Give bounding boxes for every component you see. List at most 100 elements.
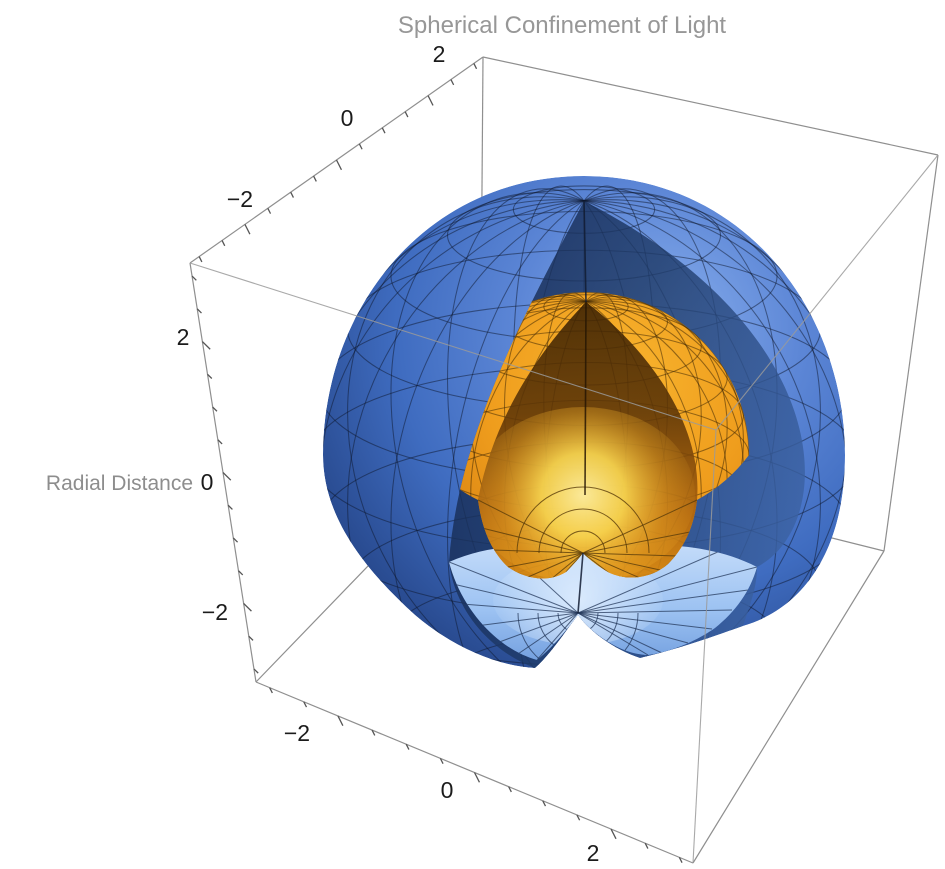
tick-mark xyxy=(227,504,233,510)
tick-mark xyxy=(196,308,202,314)
fan-line xyxy=(577,612,689,644)
fan-line xyxy=(577,612,649,656)
tick-mark xyxy=(644,842,649,849)
fan-line xyxy=(452,583,579,614)
tick-mark xyxy=(267,207,272,214)
fan-line xyxy=(481,527,584,554)
cut-axis-line xyxy=(577,552,584,614)
tick-mark xyxy=(439,758,444,764)
tick-mark xyxy=(313,175,317,182)
inner-bottom-mesh xyxy=(449,545,757,660)
tick-mark xyxy=(371,729,376,736)
tick-mark xyxy=(542,800,547,807)
tick-mark xyxy=(198,256,203,263)
fan-line xyxy=(565,552,584,573)
top-axis-tick-label: −2 xyxy=(227,186,253,212)
tick-mark xyxy=(610,828,617,840)
fan-line xyxy=(577,566,757,614)
tick-mark xyxy=(405,743,410,750)
left-axis-tick-label: 2 xyxy=(177,324,190,350)
fan-line xyxy=(582,531,691,554)
tick-mark xyxy=(244,224,251,235)
tick-mark xyxy=(248,635,254,641)
tick-mark xyxy=(217,439,223,445)
fan-line xyxy=(577,589,749,614)
mesh-latitude xyxy=(513,683,654,730)
tick-mark xyxy=(337,715,344,727)
tick-mark xyxy=(269,687,273,694)
tick-mark xyxy=(335,159,343,171)
fan-line xyxy=(582,552,641,579)
tick-mark xyxy=(243,602,252,612)
cut-axis-line xyxy=(583,200,587,303)
box-edge xyxy=(715,154,939,431)
fan-arc xyxy=(538,508,628,554)
tick-mark xyxy=(221,240,226,247)
mesh-meridian xyxy=(347,196,821,668)
fan-line xyxy=(449,561,579,614)
fan-line xyxy=(536,612,579,660)
tick-mark xyxy=(678,857,683,863)
top-axis-tick-label: 2 xyxy=(433,41,446,67)
bottom-axis-tick-label: 0 xyxy=(441,777,454,803)
axis-tick-labels: −2 0 2 2 0 −2 −2 0 2 xyxy=(177,41,600,866)
fan-line xyxy=(577,612,663,654)
mesh-meridian xyxy=(347,196,821,668)
tick-mark xyxy=(207,373,213,379)
tick-mark xyxy=(450,79,455,86)
top-axis-tick-label: 0 xyxy=(341,105,354,131)
tick-mark xyxy=(508,786,512,793)
tick-mark xyxy=(222,472,232,481)
bounding-box-front-edges xyxy=(189,154,939,864)
fan-line xyxy=(461,603,579,614)
plot-title: Spherical Confinement of Light xyxy=(398,12,727,39)
tick-mark xyxy=(473,63,478,70)
box-edge xyxy=(189,262,717,431)
tick-mark xyxy=(404,111,409,118)
fan-arc xyxy=(560,530,606,554)
tick-mark xyxy=(238,570,244,576)
fan-line xyxy=(493,612,579,645)
tick-mark xyxy=(473,772,481,783)
bottom-axis-tick-label: 2 xyxy=(587,840,600,866)
box-edge xyxy=(883,154,939,552)
fan-line xyxy=(478,499,584,554)
box-edge xyxy=(692,550,885,864)
box-edge xyxy=(692,429,717,864)
fan-line xyxy=(577,612,713,630)
fan-line xyxy=(582,552,678,557)
left-axis-tick-label: 0 xyxy=(201,469,214,495)
fan-line xyxy=(582,552,661,571)
fan-line xyxy=(491,549,584,554)
fan-arc xyxy=(516,486,650,554)
tick-mark xyxy=(303,701,308,708)
bottom-axis-tick-label: −2 xyxy=(284,720,310,746)
tick-mark xyxy=(191,275,197,281)
fan-arc xyxy=(517,612,639,660)
tick-mark xyxy=(358,143,363,150)
tick-mark xyxy=(232,537,239,543)
tick-mark xyxy=(381,127,386,134)
spheres xyxy=(323,176,845,730)
tick-mark xyxy=(576,814,581,821)
tick-mark xyxy=(253,668,259,674)
box-edge xyxy=(482,56,939,156)
tick-mark xyxy=(201,341,211,350)
fan-line xyxy=(475,612,579,627)
fan-line xyxy=(577,550,721,614)
left-axis-tick-label: −2 xyxy=(202,599,228,625)
fan-line xyxy=(507,552,584,568)
fan-line xyxy=(582,499,698,554)
fan-line xyxy=(527,552,584,578)
axis-ticks xyxy=(191,63,683,863)
inner-sphere-bottom-mesh xyxy=(478,486,698,579)
cut-axis-line xyxy=(584,301,587,496)
tick-mark xyxy=(212,406,218,412)
tick-mark xyxy=(290,191,294,198)
fan-line xyxy=(514,612,579,657)
fan-line xyxy=(549,552,584,579)
tick-mark xyxy=(427,95,434,106)
vertical-axis-label: Radial Distance xyxy=(46,472,193,495)
